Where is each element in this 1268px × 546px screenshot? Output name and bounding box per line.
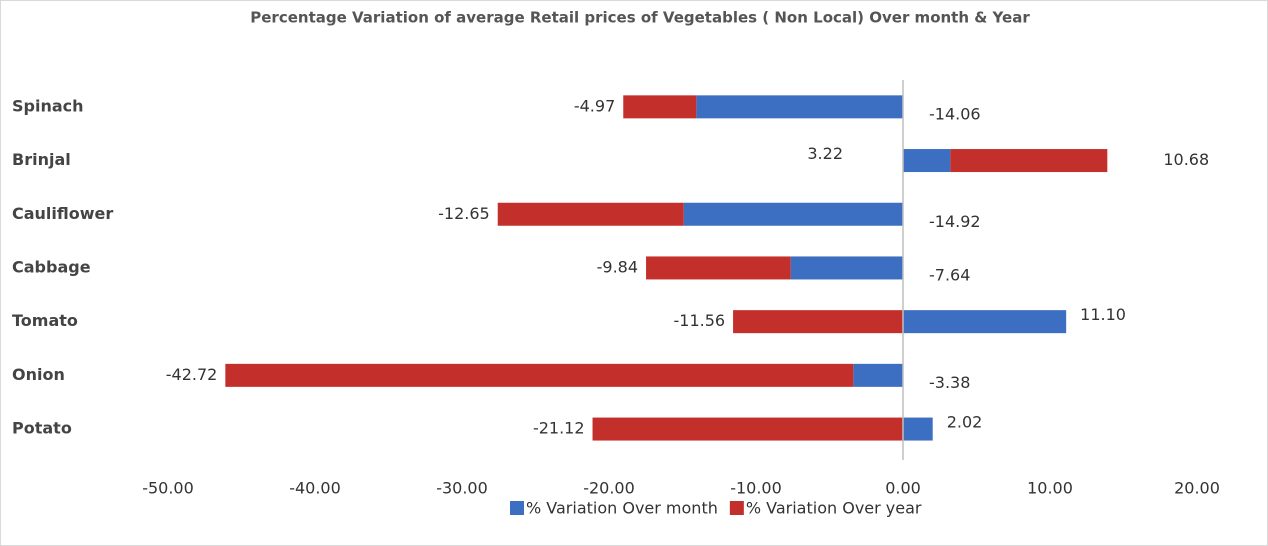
- bar: [646, 256, 791, 280]
- category-label: Cabbage: [12, 257, 91, 276]
- legend-label: % Variation Over month: [526, 499, 718, 518]
- bar: [623, 95, 697, 119]
- bar: [683, 202, 903, 226]
- x-tick-label: 10.00: [1027, 479, 1073, 498]
- legend-swatch: [729, 501, 744, 515]
- x-tick-label: 20.00: [1174, 479, 1220, 498]
- data-label: -7.64: [929, 265, 970, 284]
- data-label: -21.12: [533, 419, 585, 438]
- x-tick-label: -50.00: [142, 479, 194, 498]
- bar: [497, 202, 684, 226]
- data-label: -11.56: [673, 311, 725, 330]
- bar: [903, 310, 1067, 334]
- data-label: 11.10: [1080, 305, 1126, 324]
- bar: [903, 149, 951, 173]
- data-label: -9.84: [597, 257, 638, 276]
- x-tick-label: -30.00: [436, 479, 488, 498]
- bar: [696, 95, 903, 119]
- data-label: 3.22: [807, 144, 843, 163]
- category-label: Potato: [12, 419, 72, 438]
- bar: [903, 417, 933, 441]
- category-label: Tomato: [12, 311, 78, 330]
- legend-swatch: [510, 501, 524, 515]
- bar: [225, 363, 854, 387]
- data-label: 2.02: [947, 413, 983, 432]
- bar: [950, 149, 1108, 173]
- bar: [592, 417, 903, 441]
- data-label: -3.38: [929, 373, 970, 392]
- bar: [853, 363, 903, 387]
- data-label: 10.68: [1163, 150, 1209, 169]
- data-label: -14.06: [929, 104, 981, 123]
- legend-label: % Variation Over year: [746, 499, 922, 518]
- bar: [790, 256, 903, 280]
- data-label: -42.72: [166, 365, 218, 384]
- category-label: Spinach: [12, 96, 84, 115]
- x-tick-label: -20.00: [583, 479, 635, 498]
- category-label: Brinjal: [12, 150, 71, 169]
- x-tick-label: -40.00: [289, 479, 341, 498]
- x-tick-label: -10.00: [730, 479, 782, 498]
- x-tick-label: 0.00: [885, 479, 921, 498]
- category-label: Cauliflower: [12, 204, 113, 223]
- bar: [733, 310, 903, 334]
- data-label: -12.65: [438, 204, 490, 223]
- data-label: -14.92: [929, 212, 981, 231]
- data-label: -4.97: [574, 96, 615, 115]
- chart-title: Percentage Variation of average Retail p…: [250, 9, 1030, 27]
- category-label: Onion: [12, 365, 65, 384]
